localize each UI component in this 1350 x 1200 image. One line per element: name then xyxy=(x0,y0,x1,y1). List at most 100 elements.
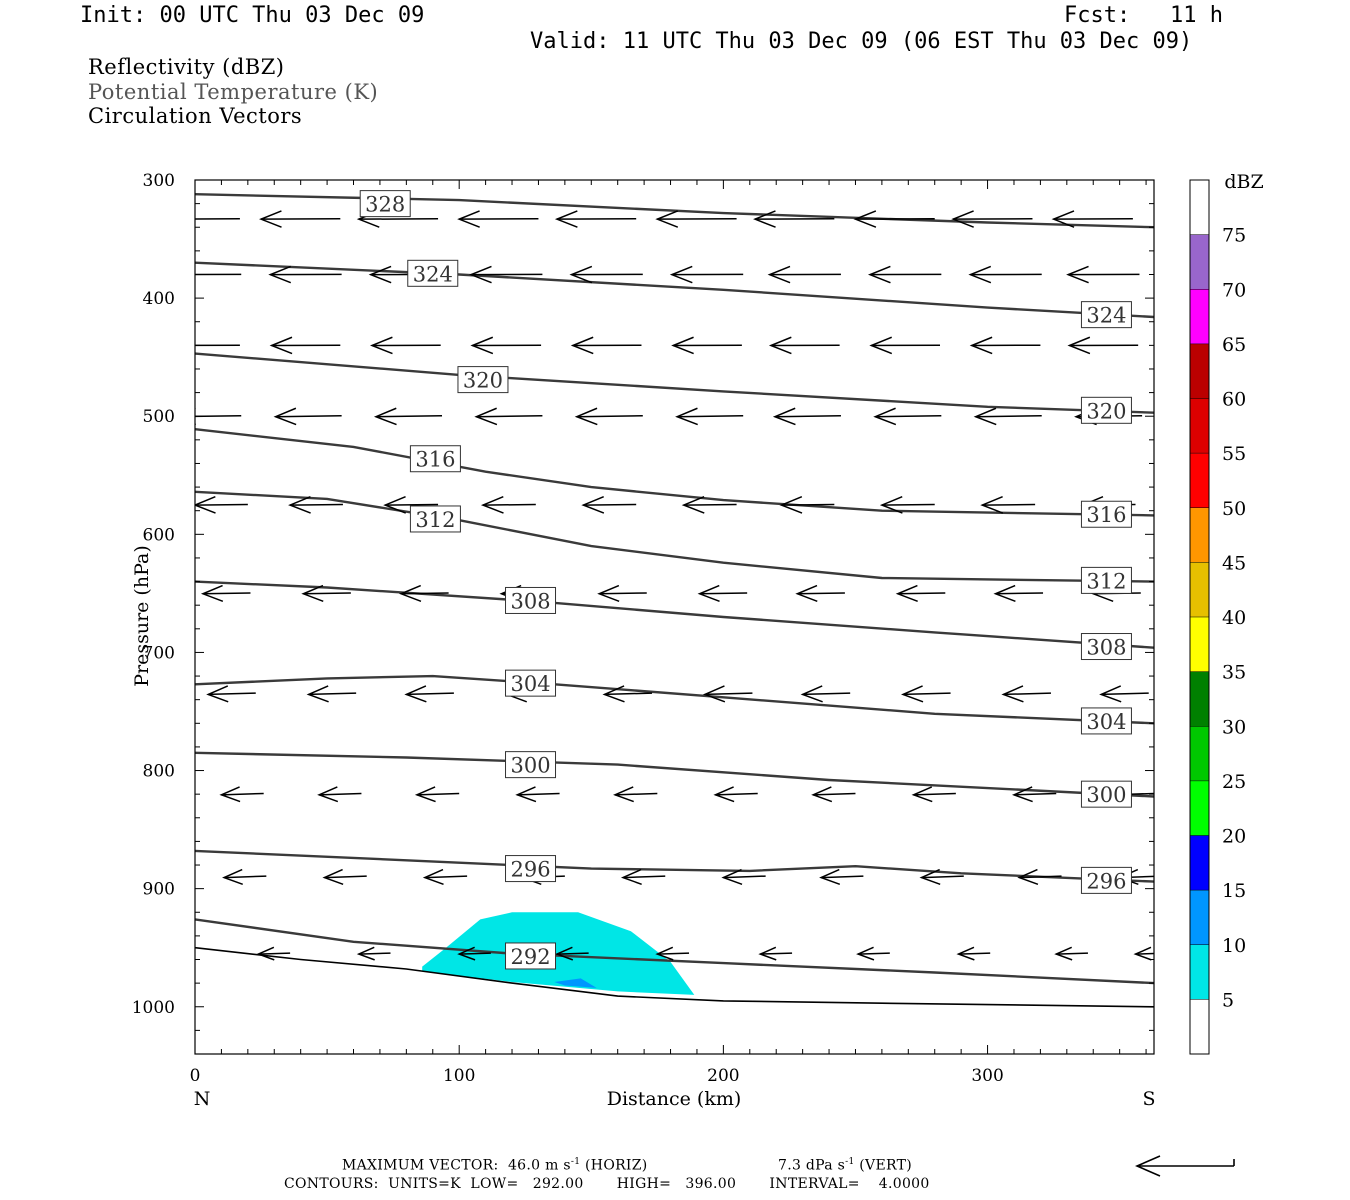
vector-shaft xyxy=(202,592,251,595)
theta-label-300: 300 xyxy=(1086,783,1126,807)
colorbar-label-75: 75 xyxy=(1222,225,1246,247)
vector-head xyxy=(554,946,574,961)
theta-contour-304 xyxy=(195,674,1154,725)
colorbar-segment-45 xyxy=(1190,507,1209,563)
vector-head xyxy=(1133,946,1152,961)
circulation-vector xyxy=(256,946,291,961)
vector-head xyxy=(569,265,593,284)
end-label-north: N xyxy=(194,1088,211,1110)
circulation-vector xyxy=(901,685,951,703)
circulation-vector xyxy=(356,946,391,961)
vector-shaft xyxy=(482,503,536,506)
theta-label-box xyxy=(505,942,557,970)
theta-label-300: 300 xyxy=(510,754,550,778)
vector-head xyxy=(404,685,427,703)
x-axis-label: Distance (km) xyxy=(607,1088,742,1110)
colorbar-segment-65 xyxy=(1190,289,1209,344)
circulation-vector xyxy=(597,584,647,603)
circulation-vector xyxy=(1054,946,1088,961)
circulation-vector xyxy=(474,407,543,426)
plot-frame xyxy=(194,179,1155,1055)
y-axis-label: Pressure (hPa) xyxy=(131,545,153,687)
circulation-vector xyxy=(1067,336,1139,355)
circulation-vector xyxy=(219,786,264,803)
theta-label-308: 308 xyxy=(1086,636,1126,660)
vector-head xyxy=(671,336,694,355)
circulation-vector xyxy=(675,407,744,426)
circulation-vector xyxy=(795,584,845,603)
colorbar-label-10: 10 xyxy=(1222,935,1246,957)
circulation-vector xyxy=(569,265,643,284)
circulation-vector xyxy=(457,946,491,961)
theta-contour-296 xyxy=(195,849,1154,883)
vector-shaft xyxy=(875,414,942,418)
vector-head xyxy=(597,584,620,603)
max-vector-horiz-value: MAXIMUM VECTOR: 46.0 m s xyxy=(342,1157,571,1174)
x-tick-label: 300 xyxy=(971,1066,1003,1086)
theta-label-296: 296 xyxy=(1086,869,1126,893)
circulation-vector xyxy=(206,685,256,703)
vector-head xyxy=(867,265,891,284)
vector-head xyxy=(800,685,823,703)
vector-shaft xyxy=(1019,875,1062,879)
vector-shaft xyxy=(677,414,744,418)
vector-head xyxy=(368,265,392,284)
end-label-south: S xyxy=(1142,1088,1155,1110)
vector-shaft xyxy=(385,503,439,506)
circulation-vector xyxy=(602,685,653,703)
vector-head xyxy=(768,336,792,355)
vector-head xyxy=(574,407,598,426)
vector-head xyxy=(819,868,841,885)
vector-head xyxy=(457,210,480,228)
circulation-vector xyxy=(1017,868,1062,885)
vector-shaft xyxy=(416,792,460,796)
theta-label-304: 304 xyxy=(510,672,550,696)
vector-shaft xyxy=(319,792,362,796)
colorbar-label-20: 20 xyxy=(1222,826,1246,848)
colorbar-label-65: 65 xyxy=(1222,334,1246,356)
vector-shaft xyxy=(275,414,342,418)
vector-head xyxy=(879,496,903,514)
theta-label-296: 296 xyxy=(510,858,550,882)
legend-reflectivity: Reflectivity (dBZ) xyxy=(88,55,285,79)
vector-shaft xyxy=(258,952,291,955)
vector-head xyxy=(901,685,924,703)
circulation-vector xyxy=(697,584,748,603)
colorbar-label-5: 5 xyxy=(1222,989,1234,1011)
theta-contour-312 xyxy=(195,490,1154,583)
colorbar-segment-35 xyxy=(1190,617,1209,672)
theta-label-box xyxy=(359,190,411,218)
y-tick-label: 700 xyxy=(143,643,175,663)
vector-head xyxy=(200,584,224,603)
vector-shaft xyxy=(774,414,841,418)
vector-head xyxy=(873,407,897,426)
vector-shaft xyxy=(1013,792,1057,796)
circulation-vector xyxy=(288,496,343,514)
vector-head xyxy=(301,584,324,603)
circulation-vector xyxy=(772,407,841,426)
circulation-vector xyxy=(470,336,542,355)
colorbar-segment-50 xyxy=(1190,453,1209,508)
vector-head xyxy=(256,946,275,961)
circulation-vector xyxy=(554,946,589,961)
vector-shaft xyxy=(208,692,256,696)
theta-contour-328 xyxy=(195,193,1154,229)
colorbar-segment-40 xyxy=(1190,562,1209,617)
circulation-vector xyxy=(853,210,935,228)
theta-label-320: 320 xyxy=(1086,399,1126,423)
reference-vector-head xyxy=(1134,1155,1161,1177)
vector-head xyxy=(554,210,578,228)
vector-head xyxy=(853,210,877,228)
vector-head xyxy=(968,265,992,284)
circulation-vector xyxy=(655,210,737,228)
circulation-vector xyxy=(613,786,658,803)
x-tick-label: 0 xyxy=(190,1066,201,1086)
theta-label-box xyxy=(1080,707,1132,735)
vector-head xyxy=(480,496,504,514)
vector-head xyxy=(170,266,190,282)
circulation-vector xyxy=(373,407,443,426)
vector-head xyxy=(951,210,974,228)
vector-shaft xyxy=(760,952,793,955)
vector-shaft xyxy=(576,414,643,418)
colorbar-label-60: 60 xyxy=(1222,389,1246,411)
